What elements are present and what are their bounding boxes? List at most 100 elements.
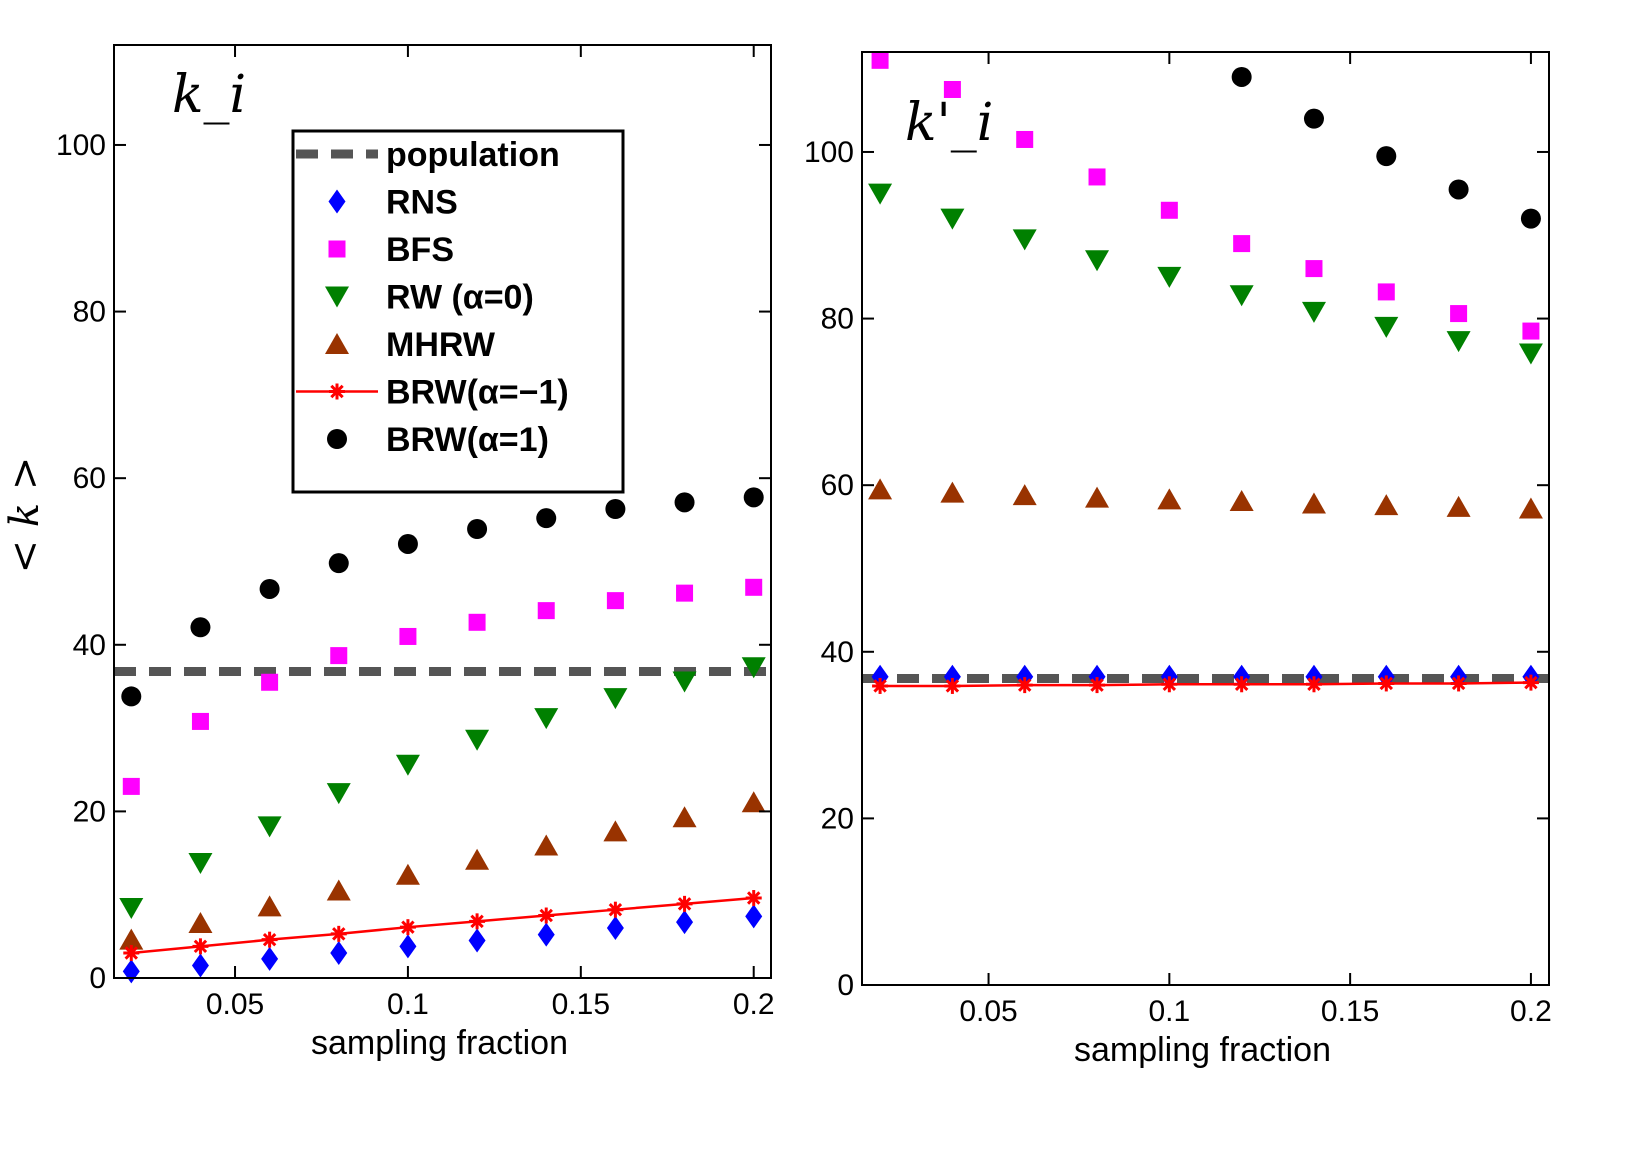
brw-neg1-line xyxy=(880,681,1531,688)
bfs-point xyxy=(468,613,486,631)
series-BRW1 xyxy=(121,487,764,707)
rw-point xyxy=(940,208,965,230)
legend-swatch xyxy=(327,429,347,449)
rns-point xyxy=(745,904,763,929)
bfs-point xyxy=(943,80,961,98)
rns-point xyxy=(261,946,279,971)
brw-neg1-line xyxy=(131,896,754,955)
bfs-point xyxy=(330,647,348,665)
brwm1-point xyxy=(607,901,624,918)
rw-point xyxy=(1085,250,1110,272)
left-panel-title: k_i xyxy=(172,65,246,125)
y-axis-label: < k > xyxy=(2,457,48,574)
legend-item-BFS: BFS xyxy=(328,231,454,269)
mhrw-point xyxy=(1085,486,1110,508)
mhrw-point xyxy=(1374,494,1399,516)
rw-point xyxy=(672,671,697,693)
bfs-point xyxy=(122,777,140,795)
brw1-point xyxy=(328,553,349,574)
bfs-point xyxy=(1088,168,1106,186)
x-tick-label: 0.1 xyxy=(1148,995,1190,1028)
legend-items: population RNS BFS RW (α=0) MHRW BRW(α=−1) BRW… xyxy=(296,136,569,459)
brwm1-point xyxy=(192,938,209,955)
brwm1-point xyxy=(330,925,347,942)
mhrw-point xyxy=(395,863,420,885)
rw-point xyxy=(326,783,351,805)
bfs-point xyxy=(399,627,417,645)
y-tick-label: 60 xyxy=(73,462,106,495)
rns-point xyxy=(122,959,140,984)
brw1-point xyxy=(1520,208,1541,229)
mhrw-point xyxy=(119,928,144,950)
right-panel-title: k'_i xyxy=(905,93,993,153)
rw-point xyxy=(1446,331,1471,353)
mhrw-point xyxy=(1012,484,1037,506)
brw1-point xyxy=(467,518,488,539)
brwm1-point xyxy=(1233,676,1250,693)
left-panel: 0 20 40 60 80 100 0.05 0.1 0.15 0.2 k_i sampling … xyxy=(56,44,775,1062)
rw-point xyxy=(1229,285,1254,307)
rw-point xyxy=(119,898,144,920)
x-tick-label: 0.15 xyxy=(552,988,610,1021)
series-BRW1 xyxy=(1231,66,1541,229)
legend-swatch xyxy=(325,286,349,308)
brwm1-point xyxy=(944,677,961,694)
y-tick-label: 40 xyxy=(821,636,854,669)
legend-label: BFS xyxy=(386,231,454,269)
mhrw-point xyxy=(465,848,490,870)
brw1-point xyxy=(1303,108,1324,129)
legend-item-MHRW: MHRW xyxy=(325,326,496,364)
right-panel-frame xyxy=(861,51,1550,986)
x-tick-label: 0.2 xyxy=(1510,995,1552,1028)
rw-point xyxy=(741,657,766,679)
mhrw-point xyxy=(188,912,213,934)
bfs-point xyxy=(1305,260,1323,278)
y-tick-label: 0 xyxy=(89,962,106,995)
left-panel-marks xyxy=(114,487,771,984)
series-BFS xyxy=(871,51,1540,340)
y-tick-label: 0 xyxy=(837,969,854,1002)
mhrw-point xyxy=(1229,490,1254,512)
legend: population RNS BFS RW (α=0) MHRW BRW(α=−1) BRW… xyxy=(291,129,625,494)
brw1-point xyxy=(259,578,280,599)
rns-point xyxy=(399,934,417,959)
rns-point xyxy=(537,922,555,947)
series-RW xyxy=(119,657,766,920)
mhrw-point xyxy=(257,895,282,917)
rw-point xyxy=(395,754,420,776)
rw-point xyxy=(1012,229,1037,251)
rw-point xyxy=(1157,266,1182,288)
legend-item-RW: RW (α=0) xyxy=(325,279,534,317)
mhrw-point xyxy=(1446,495,1471,517)
mhrw-point xyxy=(1157,488,1182,510)
y-tick-label: 100 xyxy=(56,129,106,162)
y-tick-label: 40 xyxy=(73,629,106,662)
bfs-point xyxy=(537,602,555,620)
brwm1-point xyxy=(1450,675,1467,692)
legend-label: MHRW xyxy=(386,326,496,364)
rns-point xyxy=(676,910,694,935)
brw1-point xyxy=(743,487,764,508)
mhrw-point xyxy=(1518,497,1543,519)
y-tick-label: 20 xyxy=(821,802,854,835)
series-RNS xyxy=(122,904,763,984)
rw-point xyxy=(868,183,893,205)
brwm1-point xyxy=(469,913,486,930)
brw1-point xyxy=(674,492,695,513)
brw1-point xyxy=(605,499,626,520)
mhrw-point xyxy=(940,481,965,503)
x-tick-label: 0.15 xyxy=(1321,995,1379,1028)
series-RW xyxy=(868,183,1543,365)
bfs-point xyxy=(1450,305,1468,323)
rw-point xyxy=(1374,316,1399,338)
rw-point xyxy=(1518,343,1543,365)
legend-item-BRWm1: BRW(α=−1) xyxy=(296,374,569,412)
series-MHRW xyxy=(119,791,766,950)
brwm1-point xyxy=(872,677,889,694)
series-MHRW xyxy=(868,478,1543,519)
right-x-axis-label: sampling fraction xyxy=(1074,1031,1331,1069)
bfs-point xyxy=(1016,130,1034,148)
mhrw-point xyxy=(603,820,628,842)
y-tick-label: 80 xyxy=(821,303,854,336)
